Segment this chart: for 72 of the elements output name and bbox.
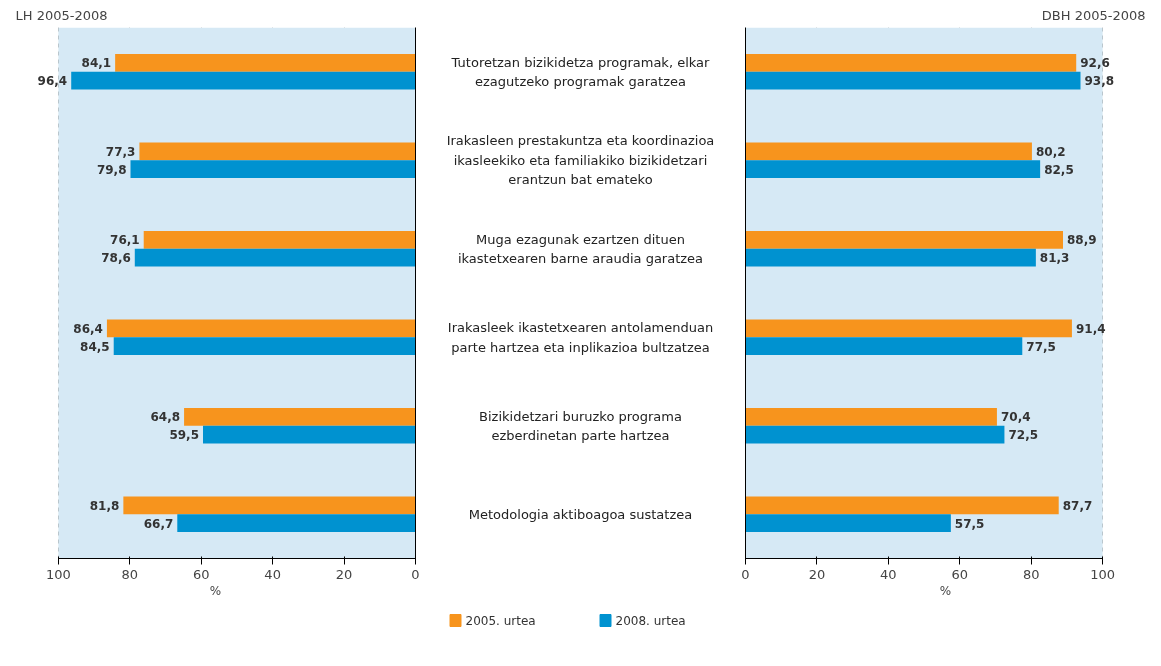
x-tick-label: 40 — [264, 566, 281, 582]
bar — [123, 496, 416, 515]
data-label: 64,8 — [150, 410, 181, 425]
data-label: 78,6 — [101, 251, 131, 266]
x-tick-label: 100 — [1090, 566, 1116, 582]
x-axis-title: % — [209, 583, 222, 598]
legend-label: 2005. urtea — [465, 613, 536, 628]
data-label: 77,3 — [105, 144, 136, 159]
category-label: Irakasleek ikastetxearen antolamenduan parte hartzea eta inplikazioa bultzatzea — [447, 320, 714, 355]
data-label: 86,4 — [73, 321, 103, 336]
data-label: 84,5 — [80, 339, 110, 354]
category-label: Tutoretzan bizikidetza programak, elkar ezagutzeko programak garatzea — [451, 54, 710, 89]
data-label: 72,5 — [1008, 428, 1039, 443]
bar — [143, 231, 416, 249]
x-tick-label: 80 — [121, 566, 139, 582]
x-axis-title: % — [939, 583, 952, 598]
bar — [745, 142, 1032, 161]
bar — [203, 425, 416, 444]
data-label: 79,8 — [96, 162, 127, 177]
data-label: 76,1 — [110, 233, 140, 248]
data-label: 91,4 — [1075, 321, 1106, 336]
x-tick-label: 0 — [411, 566, 420, 582]
x-tick-label: 60 — [951, 566, 969, 582]
bar — [745, 160, 1041, 178]
bar — [71, 71, 416, 90]
bar — [134, 248, 416, 267]
data-label: 88,9 — [1067, 233, 1097, 248]
data-label: 81,8 — [89, 498, 120, 513]
data-label: 70,4 — [1000, 410, 1031, 425]
chart-title: DBH 2005-2008 — [1041, 7, 1146, 23]
bar — [115, 54, 416, 72]
bar — [745, 231, 1063, 249]
x-tick-label: 100 — [45, 566, 71, 582]
chart-title: LH 2005-2008 — [15, 7, 108, 23]
bar — [177, 514, 416, 532]
data-label: 81,3 — [1039, 251, 1070, 266]
data-label: 77,5 — [1026, 339, 1056, 354]
x-tick-label: 20 — [335, 566, 353, 582]
bar — [745, 337, 1023, 355]
x-tick-label: 20 — [808, 566, 826, 582]
x-tick-label: 0 — [741, 566, 750, 582]
bar — [130, 160, 416, 178]
legend-label: 2008. urtea — [615, 613, 686, 628]
data-label: 66,7 — [143, 516, 174, 531]
data-label: 96,4 — [37, 74, 68, 89]
category-label: Muga ezagunak ezartzen dituen ikastetxearen barne araudia garatzea — [457, 231, 704, 266]
x-tick-label: 80 — [1022, 566, 1040, 582]
category-label: Irakasleen prestakuntza eta koordinazioa ikasleekiko eta familiakiko bizikidetzari erantzun bat emateko — [446, 133, 715, 188]
bar — [745, 425, 1005, 444]
bar — [745, 71, 1081, 90]
data-label: 92,6 — [1080, 56, 1110, 71]
bar — [745, 319, 1072, 338]
bar — [745, 496, 1059, 515]
data-label: 84,1 — [81, 56, 112, 71]
data-label: 87,7 — [1062, 498, 1093, 513]
data-label: 57,5 — [954, 516, 985, 531]
bar — [745, 248, 1036, 267]
data-label: 82,5 — [1044, 162, 1074, 177]
bar — [745, 514, 951, 532]
category-label: Metodologia aktiboagoa sustatzea — [468, 506, 693, 522]
x-tick-label: 40 — [880, 566, 897, 582]
data-label: 80,2 — [1035, 144, 1066, 159]
category-label: Bizikidetzari buruzko programa ezberdinetan parte hartzea — [479, 408, 682, 443]
data-label: 93,8 — [1084, 74, 1115, 89]
bar — [106, 319, 416, 338]
bar — [184, 408, 416, 426]
bar — [745, 54, 1077, 72]
bar — [113, 337, 416, 355]
x-tick-label: 60 — [192, 566, 210, 582]
data-label: 59,5 — [169, 428, 199, 443]
bar — [139, 142, 416, 161]
bar — [745, 408, 997, 426]
